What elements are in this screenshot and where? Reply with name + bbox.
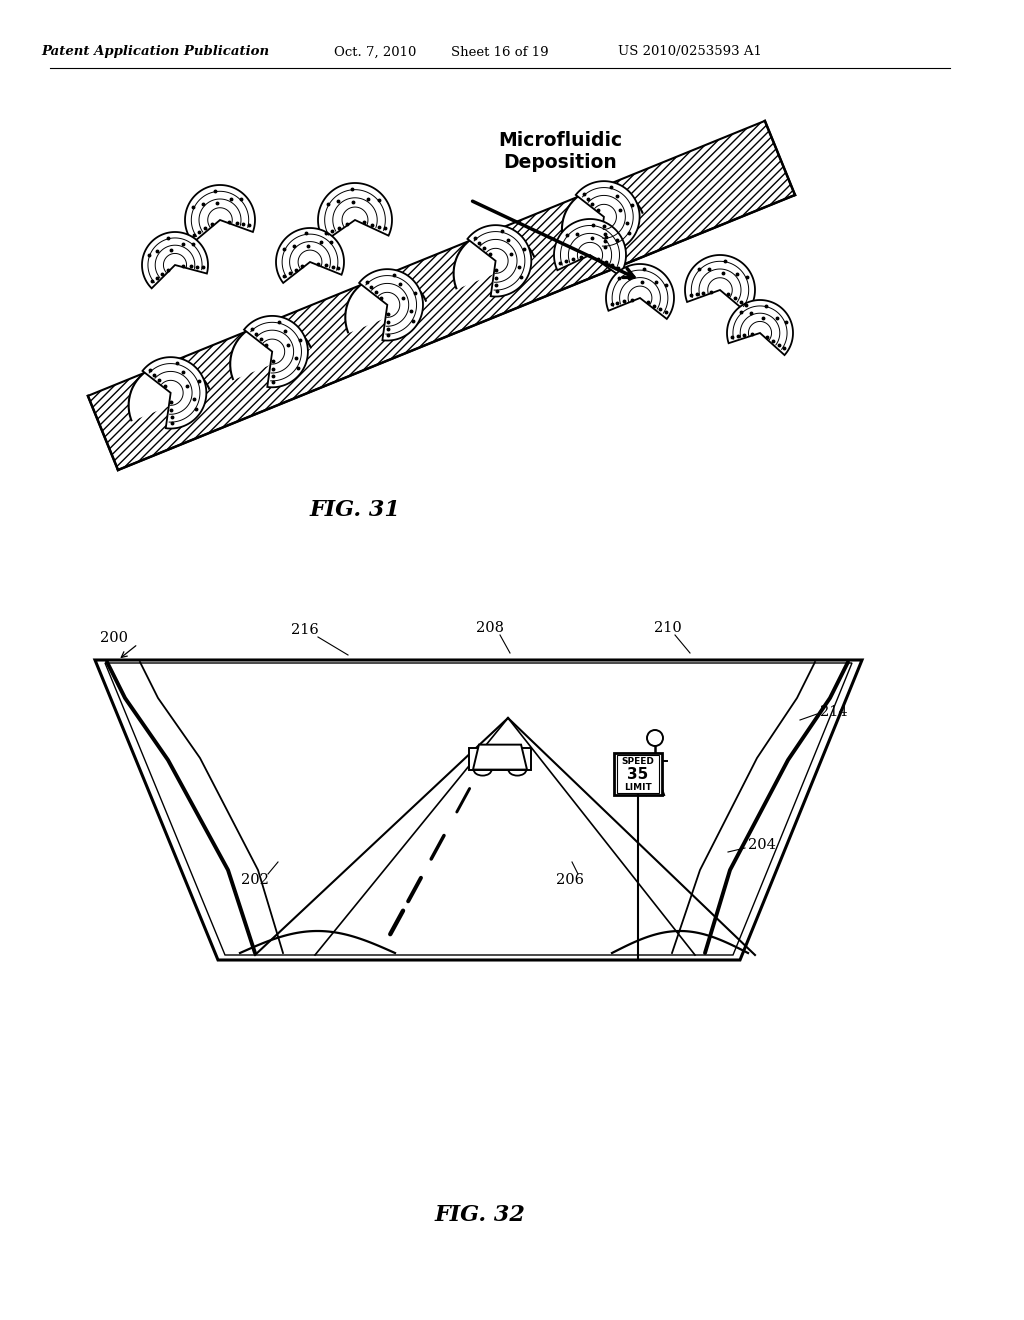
- Polygon shape: [575, 181, 640, 252]
- Polygon shape: [359, 269, 423, 341]
- Polygon shape: [606, 264, 674, 319]
- Text: 214: 214: [820, 705, 848, 719]
- Text: FIG. 32: FIG. 32: [434, 1204, 525, 1226]
- Bar: [614, 752, 662, 795]
- Circle shape: [647, 730, 663, 746]
- Text: 208: 208: [476, 620, 504, 635]
- Polygon shape: [142, 232, 208, 288]
- Polygon shape: [230, 322, 311, 380]
- Polygon shape: [276, 228, 344, 282]
- Polygon shape: [142, 358, 207, 429]
- Polygon shape: [244, 315, 308, 387]
- Polygon shape: [473, 744, 527, 770]
- Text: 202: 202: [241, 873, 269, 887]
- Text: SPEED: SPEED: [622, 756, 654, 766]
- Text: Oct. 7, 2010: Oct. 7, 2010: [334, 45, 416, 58]
- Text: US 2010/0253593 A1: US 2010/0253593 A1: [618, 45, 762, 58]
- Bar: [469, 748, 531, 770]
- Text: Microfluidic
Deposition: Microfluidic Deposition: [498, 131, 622, 172]
- Text: LIMIT: LIMIT: [624, 783, 652, 792]
- Bar: [617, 755, 659, 793]
- Polygon shape: [345, 276, 426, 333]
- Polygon shape: [467, 226, 531, 297]
- Text: 210: 210: [654, 620, 682, 635]
- Polygon shape: [554, 219, 626, 276]
- Text: 204: 204: [748, 838, 776, 851]
- Polygon shape: [88, 121, 795, 470]
- Polygon shape: [454, 231, 535, 289]
- Polygon shape: [95, 660, 862, 960]
- Polygon shape: [318, 183, 392, 242]
- Polygon shape: [727, 300, 793, 355]
- Text: 200: 200: [100, 631, 128, 645]
- Text: Patent Application Publication: Patent Application Publication: [41, 45, 269, 58]
- Polygon shape: [185, 185, 255, 243]
- Text: 216: 216: [291, 623, 318, 638]
- Text: FIG. 31: FIG. 31: [309, 499, 400, 521]
- Text: 206: 206: [556, 873, 584, 887]
- Polygon shape: [685, 255, 755, 313]
- Polygon shape: [129, 363, 210, 421]
- Polygon shape: [562, 187, 643, 246]
- Text: Sheet 16 of 19: Sheet 16 of 19: [452, 45, 549, 58]
- Text: 35: 35: [628, 767, 648, 783]
